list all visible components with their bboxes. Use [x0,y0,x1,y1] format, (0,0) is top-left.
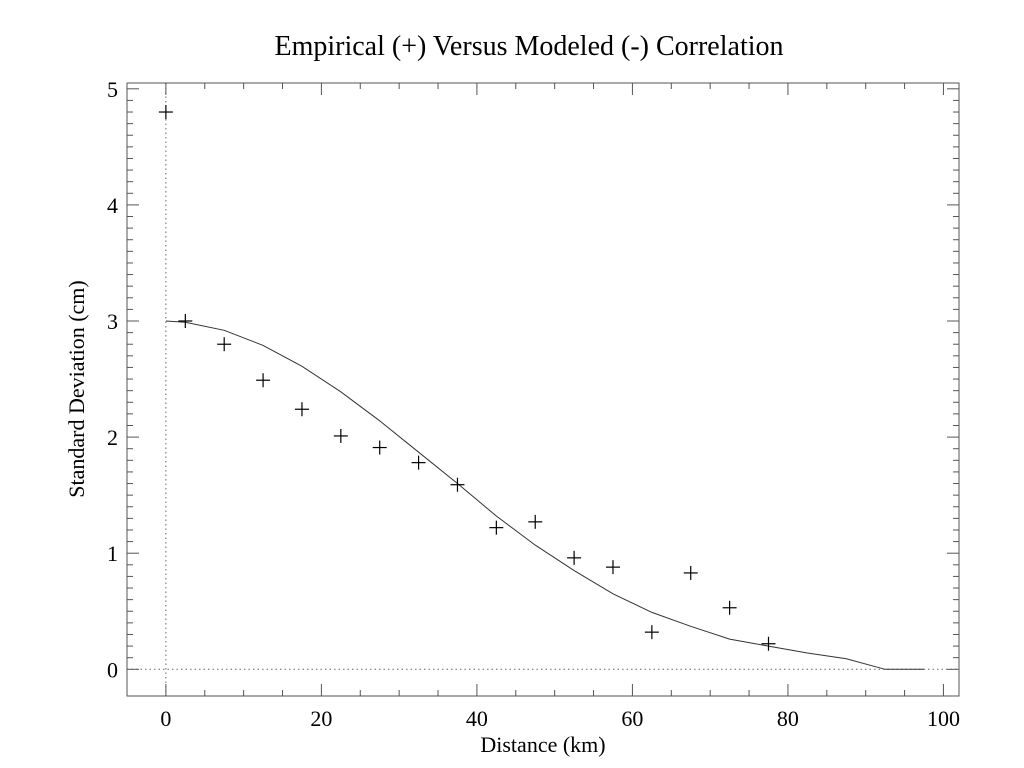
empirical-point [683,565,698,580]
empirical-point [722,600,737,615]
empirical-point [333,428,348,443]
empirical-point [489,520,504,535]
y-tick-label: 2 [107,425,118,450]
y-tick-label: 0 [107,657,118,682]
x-axis-label: Distance (km) [480,732,605,757]
empirical-point [567,550,582,565]
reference-lines [127,83,959,696]
y-axis-label: Standard Deviation (cm) [64,280,89,498]
chart-title: Empirical (+) Versus Modeled (-) Correla… [274,31,783,62]
x-tick-label: 0 [160,706,171,731]
x-tick-label: 100 [927,706,960,731]
empirical-point [411,455,426,470]
empirical-point [450,477,465,492]
x-tick-label: 40 [466,706,488,731]
y-tick-label: 5 [107,77,118,102]
y-tick-label: 1 [107,541,118,566]
axis-ticks [127,83,959,696]
empirical-point [605,560,620,575]
empirical-point [528,514,543,529]
x-tick-label: 20 [310,706,332,731]
empirical-point [761,636,776,651]
x-tick-label: 60 [621,706,643,731]
empirical-series [158,105,776,651]
empirical-point [372,440,387,455]
empirical-point [217,337,232,352]
tick-labels: 0 20 40 60 80 100 0 1 2 3 4 5 [107,77,960,731]
x-tick-label: 80 [777,706,799,731]
empirical-point [294,402,309,417]
empirical-point [158,105,173,120]
empirical-point [178,314,193,329]
y-tick-label: 4 [107,193,118,218]
plot-frame [126,82,960,697]
empirical-point [256,373,271,388]
y-tick-label: 3 [107,309,118,334]
empirical-point [644,625,659,640]
modeled-line [165,320,924,670]
modeled-series [165,320,924,670]
